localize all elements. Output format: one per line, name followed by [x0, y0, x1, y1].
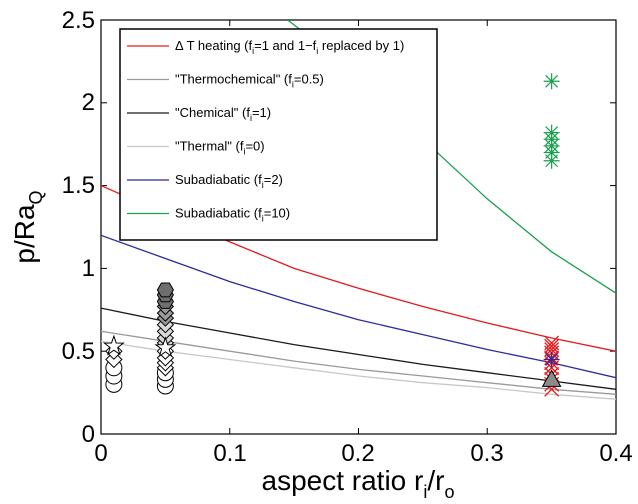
legend-label-sub10: Subadiabatic (fi=10)	[175, 206, 290, 224]
x-tick-label: 0.2	[341, 440, 374, 467]
star-marker	[102, 334, 125, 356]
data-markers	[102, 73, 562, 397]
legend: Δ T heating (fi=1 and 1−fi replaced by 1…	[119, 28, 438, 241]
x-marker	[544, 338, 560, 354]
y-axis-label: p/RaQ	[9, 190, 46, 263]
legend-label-thermochem: "Thermochemical" (fi=0.5)	[175, 72, 324, 90]
star-marker	[154, 336, 177, 358]
series-line-thermal	[101, 340, 616, 400]
y-tick-labels: 0 0.5 1 1.5 2 2.5	[62, 7, 95, 448]
asterisk-marker	[543, 73, 560, 90]
x-marker	[544, 335, 560, 351]
legend-label-chem: "Chemical" (fi=1)	[175, 105, 271, 123]
asterisk-marker	[543, 351, 560, 368]
x-tick-label: 0.3	[470, 440, 503, 467]
y-tick-label: 2	[82, 89, 95, 116]
y-tick-label: 1.5	[62, 172, 95, 199]
series-line-chem	[101, 307, 616, 390]
legend-box	[119, 28, 438, 241]
x-tick-labels: 0 0.1 0.2 0.3 0.4	[94, 440, 632, 467]
legend-label-thermal: "Thermal" (fi=0)	[175, 139, 265, 157]
x-axis-label: aspect ratio ri/ro	[262, 465, 455, 502]
x-tick-label: 0.4	[599, 440, 632, 467]
series-line-sub2	[101, 234, 616, 379]
hexagon-marker	[156, 282, 174, 298]
y-tick-label: 2.5	[62, 7, 95, 34]
x-tick-label: 0	[94, 440, 107, 467]
y-tick-label: 0.5	[62, 338, 95, 365]
asterisk-marker	[543, 124, 560, 141]
y-tick-label: 0	[82, 421, 95, 448]
legend-label-sub2: Subadiabatic (fi=2)	[175, 172, 283, 190]
y-tick-label: 1	[82, 255, 95, 282]
legend-label-dt: Δ T heating (fi=1 and 1−fi replaced by 1…	[175, 38, 404, 56]
x-tick-label: 0.1	[213, 440, 246, 467]
triangle-marker	[541, 369, 562, 387]
series-line-thermochem	[101, 330, 616, 395]
